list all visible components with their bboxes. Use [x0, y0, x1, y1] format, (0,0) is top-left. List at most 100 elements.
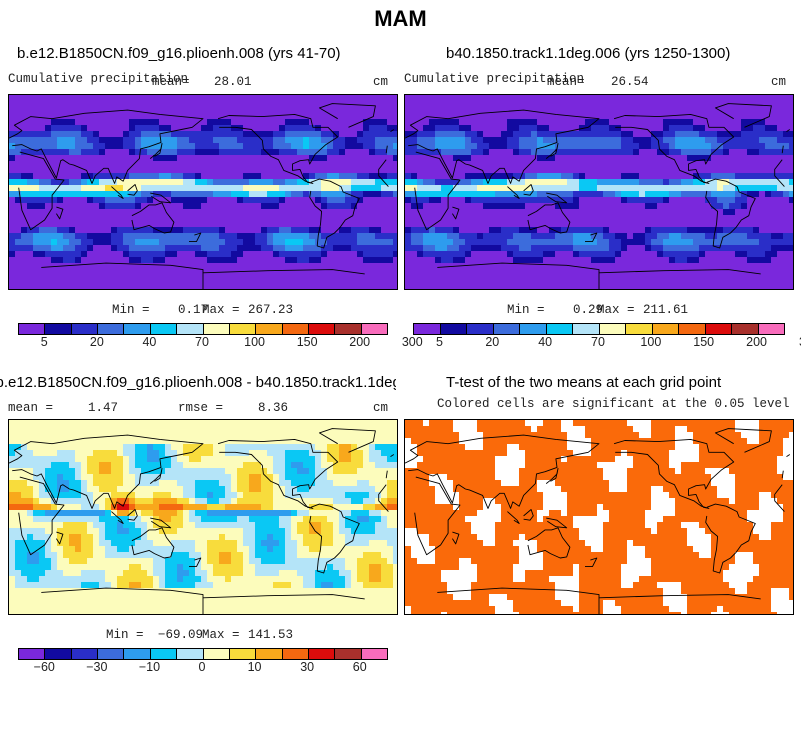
colorbar-tick-label: 150 — [693, 335, 715, 349]
colorbar-swatch — [19, 649, 46, 659]
panel4-title: T-test of the two means at each grid poi… — [446, 374, 722, 391]
colorbar-swatch — [705, 324, 732, 334]
colorbar-tick-label: 5 — [435, 335, 443, 349]
colorbar-swatch — [652, 324, 679, 334]
colorbar-swatch — [177, 324, 204, 334]
colorbar-swatch — [520, 324, 547, 334]
colorbar-swatch — [335, 649, 362, 659]
panel1-colorbar — [18, 323, 388, 335]
panel3-title: b.e12.B1850CN.f09_g16.plioenh.008 - b40.… — [0, 374, 396, 391]
colorbar-swatch — [150, 324, 178, 334]
colorbar-swatch — [493, 324, 520, 334]
colorbar-swatch — [150, 649, 178, 659]
panel2-min-value: 0.29 — [573, 303, 604, 317]
panel2-mean-value: 26.54 — [611, 75, 649, 89]
panel4-map — [404, 419, 794, 615]
colorbar-swatch — [758, 324, 784, 334]
colorbar-swatch — [229, 649, 257, 659]
panel3-mean-value: 1.47 — [88, 401, 119, 415]
colorbar-swatch — [361, 649, 388, 659]
panel3-rmse-label: rmse = — [178, 401, 224, 415]
colorbar-tick-label: 300 — [401, 335, 423, 349]
panel4-subtitle: Colored cells are significant at the 0.0… — [437, 397, 790, 411]
colorbar-swatch — [98, 324, 125, 334]
panel3-max-label: Max = — [202, 628, 240, 642]
colorbar-tick-label: 70 — [591, 335, 605, 349]
colorbar-swatch — [282, 324, 309, 334]
colorbar-swatch — [19, 324, 46, 334]
colorbar-swatch — [203, 324, 230, 334]
panel1-subtitle: Cumulative precipitation — [8, 72, 189, 86]
colorbar-swatch — [626, 324, 653, 334]
colorbar-swatch — [308, 649, 336, 659]
colorbar-tick-label: 70 — [195, 335, 209, 349]
colorbar-swatch — [467, 324, 494, 334]
colorbar-swatch — [732, 324, 759, 334]
colorbar-swatch — [256, 324, 283, 334]
colorbar-swatch — [124, 649, 151, 659]
colorbar-tick-label: −30 — [86, 660, 108, 674]
colorbar-tick-label: 40 — [538, 335, 553, 349]
panel3-rmse-value: 8.36 — [258, 401, 289, 415]
page-title: MAM — [374, 6, 427, 31]
colorbar-swatch — [282, 649, 309, 659]
colorbar-swatch — [71, 649, 99, 659]
colorbar-tick-label: −60 — [33, 660, 55, 674]
panel2-mean-label: mean= — [547, 75, 585, 89]
panel2-title: b40.1850.track1.1deg.006 (yrs 1250-1300) — [446, 45, 731, 62]
colorbar-swatch — [71, 324, 99, 334]
panel3-min-label: Min = — [106, 628, 144, 642]
colorbar-tick-label: 60 — [352, 660, 367, 674]
colorbar-tick-label: 100 — [640, 335, 662, 349]
colorbar-swatch — [45, 324, 72, 334]
panel2-map — [404, 94, 794, 290]
colorbar-swatch — [203, 649, 230, 659]
colorbar-tick-label: 200 — [746, 335, 767, 349]
panel3-max-value: 141.53 — [248, 628, 294, 642]
panel3-map — [8, 419, 398, 615]
panel1-map — [8, 94, 398, 290]
colorbar-swatch — [124, 324, 151, 334]
colorbar-swatch — [177, 649, 204, 659]
panel3-title-clip: b.e12.B1850CN.f09_g16.plioenh.008 - b40.… — [0, 371, 396, 393]
colorbar-swatch — [599, 324, 626, 334]
panel3-min-value: −69.09 — [158, 628, 204, 642]
panel2-subtitle: Cumulative precipitation — [404, 72, 585, 86]
colorbar-tick-label: 20 — [89, 335, 104, 349]
panel1-mean-value: 28.01 — [214, 75, 252, 89]
colorbar-tick-label: 40 — [142, 335, 157, 349]
colorbar-swatch — [546, 324, 573, 334]
panel1-title: b.e12.B1850CN.f09_g16.plioenh.008 (yrs 4… — [17, 45, 341, 62]
panel2-units: cm — [771, 75, 787, 89]
colorbar-tick-label: −10 — [138, 660, 161, 674]
panel1-min-label: Min = — [112, 303, 150, 317]
panel2-max-value: 211.61 — [643, 303, 689, 317]
panel3-colorbar — [18, 648, 388, 660]
colorbar-swatch — [414, 324, 441, 334]
colorbar-swatch — [256, 649, 283, 659]
colorbar-swatch — [361, 324, 388, 334]
panel1-min-value: 0.17 — [178, 303, 209, 317]
panel1-max-label: Max = — [202, 303, 240, 317]
colorbar-swatch — [440, 324, 467, 334]
colorbar-swatch — [335, 324, 362, 334]
colorbar-swatch — [98, 649, 125, 659]
colorbar-tick-label: 300 — [799, 335, 801, 349]
panel3-units: cm — [373, 401, 389, 415]
panel2-colorbar — [413, 323, 785, 335]
panel2-min-label: Min = — [507, 303, 545, 317]
colorbar-tick-label: 5 — [40, 335, 48, 349]
colorbar-tick-label: 200 — [349, 335, 371, 349]
colorbar-tick-label: 150 — [296, 335, 318, 349]
colorbar-tick-label: 10 — [247, 660, 262, 674]
colorbar-swatch — [308, 324, 336, 334]
colorbar-swatch — [45, 649, 72, 659]
colorbar-tick-label: 30 — [300, 660, 315, 674]
panel3-mean-label: mean = — [8, 401, 54, 415]
colorbar-swatch — [679, 324, 706, 334]
colorbar-tick-label: 0 — [198, 660, 206, 674]
panel1-max-value: 267.23 — [248, 303, 294, 317]
panel1-mean-label: mean= — [152, 75, 190, 89]
colorbar-swatch — [573, 324, 600, 334]
panel2-max-label: Max = — [597, 303, 635, 317]
